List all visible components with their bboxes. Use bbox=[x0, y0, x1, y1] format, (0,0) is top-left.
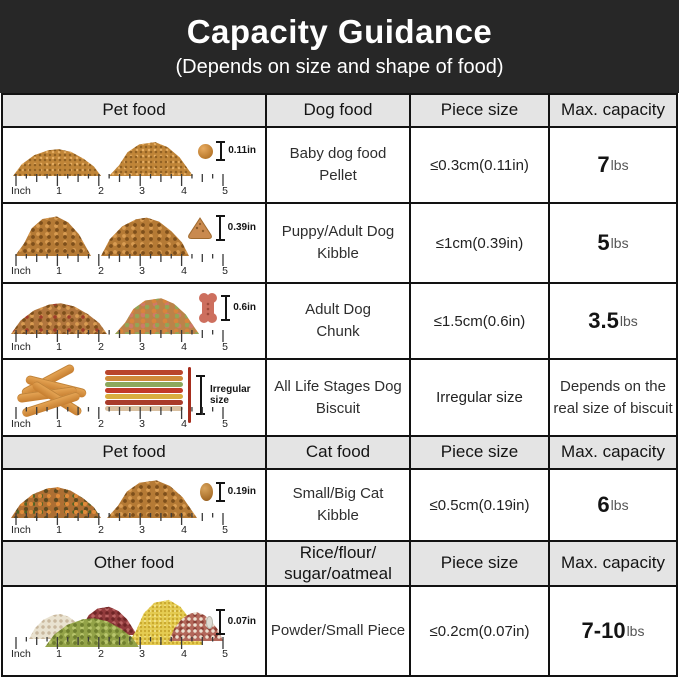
measure-label: 0.19in bbox=[227, 486, 256, 498]
page-subtitle: (Depends on size and shape of food) bbox=[175, 56, 504, 79]
capacity-value: 5 lbs bbox=[597, 230, 629, 255]
pellet-sample: 0.11in bbox=[198, 141, 256, 161]
measure-label: 0.07in bbox=[227, 616, 256, 628]
cat-kibble-visual: 0.19in Inch 1 2 3 4 5 bbox=[3, 470, 267, 540]
treat-sticks-icon bbox=[105, 370, 183, 411]
inch-ruler: Inch 1 2 3 4 5 bbox=[11, 637, 228, 660]
col-header-rice-flour: Rice/flour/sugar/oatmeal bbox=[267, 542, 411, 585]
measure-label: 0.11in bbox=[228, 145, 256, 157]
piece-size-value: Irregular size bbox=[411, 360, 550, 435]
food-name: Powder/Small Piece bbox=[267, 587, 411, 675]
capacity-value: 7-10 lbs bbox=[581, 618, 645, 643]
measure-bracket-icon bbox=[215, 482, 225, 502]
grains-visual: 0.07in Inch 1 2 3 4 5 bbox=[3, 587, 267, 675]
triangle-kibble-icon bbox=[187, 217, 212, 239]
inch-ruler: Inch 1 2 3 4 5 bbox=[11, 513, 228, 536]
page-title: Capacity Guidance bbox=[186, 12, 493, 50]
kibble-pile-icon bbox=[101, 217, 189, 256]
kibble-sample: 0.39in bbox=[187, 215, 256, 241]
ruler-unit-label: Inch bbox=[11, 185, 31, 197]
bone-treat-icon bbox=[199, 293, 218, 323]
col-header-max-capacity: Max. capacity bbox=[550, 437, 676, 468]
bone-sample: 0.6in bbox=[198, 292, 256, 324]
food-name: Baby dog food Pellet bbox=[267, 128, 411, 202]
col-header-max-capacity: Max. capacity bbox=[550, 95, 676, 126]
grain-piles-icon bbox=[19, 595, 223, 647]
kibble-visual: 0.39in Inch 1 2 3 4 5 bbox=[3, 204, 267, 282]
kibble-pile-icon bbox=[15, 216, 91, 256]
irregular-stick-icon bbox=[188, 367, 191, 423]
col-header-piece-size: Piece size bbox=[411, 542, 550, 585]
kibble-pile-icon bbox=[109, 142, 193, 176]
row-dog-biscuit: Irregular size Inch 1 2 3 4 5 All Life S… bbox=[3, 360, 676, 437]
piece-size-value: ≤1.5cm(0.6in) bbox=[411, 284, 550, 358]
grain-sample: 0.07in bbox=[205, 609, 256, 635]
measure-bracket-icon bbox=[215, 609, 225, 635]
col-header-max-capacity: Max. capacity bbox=[550, 542, 676, 585]
irregular-sample: Irregular size bbox=[188, 367, 260, 423]
capacity-value: 6 lbs bbox=[597, 492, 629, 517]
row-puppy-adult-kibble: 0.39in Inch 1 2 3 4 5 Puppy/Adult Dog Kib… bbox=[3, 204, 676, 284]
measure-bracket-icon bbox=[221, 295, 231, 321]
capacity-value: Depends on the real size of biscuit bbox=[553, 377, 673, 417]
pellet-visual: 0.11in Inch 1 2 3 4 5 bbox=[3, 128, 267, 202]
measure-bracket-icon bbox=[216, 141, 226, 161]
kibble-pile-icon bbox=[13, 149, 101, 176]
col-header-pet-food: Pet food bbox=[3, 95, 267, 126]
title-banner: Capacity Guidance (Depends on size and s… bbox=[0, 0, 679, 93]
measure-bracket-icon bbox=[215, 215, 225, 241]
header-row-cat: Pet food Cat food Piece size Max. capaci… bbox=[3, 437, 676, 470]
oval-kibble-icon bbox=[199, 483, 213, 501]
col-header-piece-size: Piece size bbox=[411, 95, 550, 126]
measure-bracket-icon bbox=[196, 375, 205, 415]
capacity-table: Pet food Dog food Piece size Max. capaci… bbox=[1, 93, 678, 677]
food-name: All Life Stages Dog Biscuit bbox=[267, 360, 411, 435]
header-row-dog: Pet food Dog food Piece size Max. capaci… bbox=[3, 95, 676, 128]
piece-size-value: ≤0.2cm(0.07in) bbox=[411, 587, 550, 675]
pellet-icon bbox=[198, 143, 214, 159]
measure-label: 0.6in bbox=[233, 302, 256, 314]
inch-ruler: Inch 1 2 3 4 5 bbox=[11, 254, 228, 277]
chunk-visual: 0.6in Inch 1 2 3 4 5 bbox=[3, 284, 267, 358]
food-name: Puppy/Adult Dog Kibble bbox=[267, 204, 411, 282]
row-adult-dog-chunk: 0.6in Inch 1 2 3 4 5 Adult Dog Chunk ≤1.5… bbox=[3, 284, 676, 360]
measure-label: Irregular size bbox=[210, 383, 251, 407]
inch-ruler: Inch 1 2 3 4 5 bbox=[11, 407, 228, 430]
biscuit-visual: Irregular size Inch 1 2 3 4 5 bbox=[3, 360, 267, 435]
piece-size-value: ≤0.3cm(0.11in) bbox=[411, 128, 550, 202]
row-cat-kibble: 0.19in Inch 1 2 3 4 5 Small/Big Cat Kibbl… bbox=[3, 470, 676, 542]
food-name: Adult Dog Chunk bbox=[267, 284, 411, 358]
header-row-other: Other food Rice/flour/sugar/oatmeal Piec… bbox=[3, 542, 676, 587]
piece-size-value: ≤0.5cm(0.19in) bbox=[411, 470, 550, 540]
grain-icon bbox=[205, 615, 213, 629]
inch-ruler: Inch 1 2 3 4 5 bbox=[11, 330, 228, 353]
inch-ruler: Inch 1 2 3 4 5 bbox=[11, 174, 228, 197]
row-powder-small-piece: 0.07in Inch 1 2 3 4 5 Powder/Small Piece… bbox=[3, 587, 676, 675]
measure-label: 0.39in bbox=[227, 222, 256, 234]
col-header-pet-food: Pet food bbox=[3, 437, 267, 468]
cat-kibble-sample: 0.19in bbox=[199, 482, 256, 502]
capacity-value: 3.5 lbs bbox=[588, 308, 638, 333]
col-header-piece-size: Piece size bbox=[411, 437, 550, 468]
piece-size-value: ≤1cm(0.39in) bbox=[411, 204, 550, 282]
col-header-cat-food: Cat food bbox=[267, 437, 411, 468]
food-name: Small/Big Cat Kibble bbox=[267, 470, 411, 540]
capacity-value: 7 lbs bbox=[597, 152, 629, 177]
row-baby-dog-pellet: 0.11in Inch 1 2 3 4 5 Baby dog food Pelle… bbox=[3, 128, 676, 204]
col-header-dog-food: Dog food bbox=[267, 95, 411, 126]
col-header-other-food: Other food bbox=[3, 542, 267, 585]
